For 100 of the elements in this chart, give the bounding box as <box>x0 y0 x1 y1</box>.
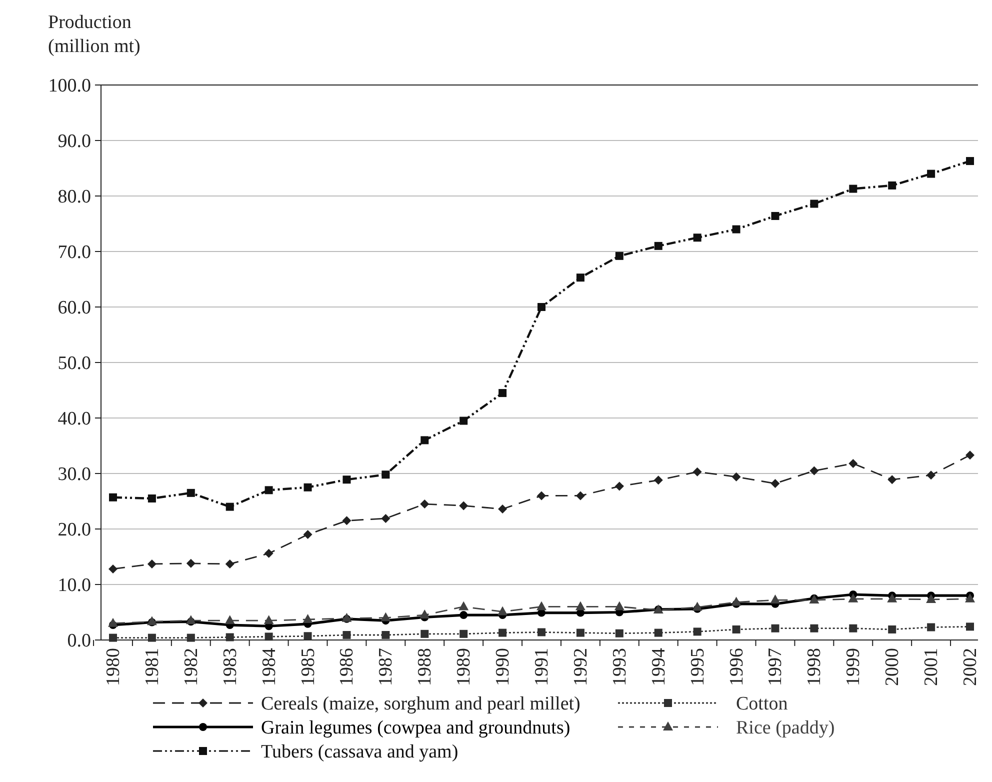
point <box>420 436 429 444</box>
point <box>458 601 469 610</box>
point <box>693 234 702 242</box>
point <box>732 625 740 634</box>
point <box>926 470 936 480</box>
point <box>108 564 118 574</box>
point <box>848 459 858 468</box>
y-axis-title: Production (million mt) <box>48 12 140 57</box>
point <box>966 450 974 460</box>
point <box>615 629 624 638</box>
point <box>148 494 156 502</box>
x-tick-label: 2000 <box>882 648 904 686</box>
text: Grain legumes (cowpea and groundnuts) <box>261 718 570 739</box>
point <box>109 634 117 642</box>
x-tick-label: 1983 <box>220 648 241 686</box>
point <box>654 628 662 637</box>
point <box>498 504 508 514</box>
y-tick-label: 90.0 <box>58 131 91 152</box>
text: Cereals (maize, sorghum and pearl millet) <box>261 694 580 715</box>
point <box>927 623 936 632</box>
y-tick-label: 10.0 <box>58 575 91 596</box>
point <box>848 593 858 602</box>
point <box>147 559 156 568</box>
point <box>264 548 274 558</box>
x-tick-label: 1981 <box>142 648 163 686</box>
x-tick-label: 1993 <box>609 648 630 686</box>
x-tick-label: 1985 <box>298 648 319 686</box>
y-tick-label: 50.0 <box>58 353 91 374</box>
point <box>887 593 898 602</box>
point <box>186 558 196 568</box>
y-tick-label: 100.0 <box>48 76 91 97</box>
x-tick-label: 1987 <box>376 648 397 686</box>
point <box>888 475 897 484</box>
x-tick-label: 1997 <box>765 648 786 686</box>
point <box>460 630 468 638</box>
text: Tubers (cassava and yam) <box>261 742 458 763</box>
point <box>926 594 936 603</box>
point <box>849 624 858 632</box>
point <box>342 516 352 526</box>
y-tick-label: 30.0 <box>58 464 91 486</box>
point <box>810 624 818 632</box>
text: Cotton <box>736 694 788 715</box>
point <box>380 612 391 622</box>
y-tick-label: 40.0 <box>58 408 91 430</box>
point <box>966 157 974 166</box>
point <box>381 514 390 523</box>
y-tick-label: 70.0 <box>58 242 91 264</box>
text: Rice (paddy) <box>736 718 835 739</box>
point <box>342 476 351 484</box>
x-tick-label: 1989 <box>454 648 475 686</box>
point <box>225 559 234 568</box>
y-tick-label: 60.0 <box>58 298 91 319</box>
point <box>302 614 313 623</box>
point <box>849 184 858 193</box>
point <box>303 530 312 540</box>
y-tick-label: 0.0 <box>67 630 91 652</box>
point <box>771 624 780 632</box>
point <box>654 476 663 485</box>
point <box>770 594 780 604</box>
x-tick-label: 2001 <box>921 648 942 686</box>
point <box>420 610 430 619</box>
point <box>615 252 624 260</box>
point <box>498 606 508 616</box>
x-tick-label: 1990 <box>492 648 514 686</box>
point <box>460 611 468 620</box>
point <box>614 601 624 610</box>
point <box>186 634 195 642</box>
point <box>731 596 742 606</box>
point <box>148 634 156 642</box>
point <box>576 628 584 637</box>
point <box>810 200 818 208</box>
point <box>342 631 351 640</box>
x-tick-label: 1984 <box>258 648 280 686</box>
point <box>459 501 468 510</box>
point <box>771 212 780 220</box>
point <box>732 472 741 482</box>
point <box>693 628 702 636</box>
point <box>498 628 507 637</box>
point <box>770 478 780 488</box>
point <box>692 602 702 611</box>
point <box>498 389 507 398</box>
y-tick-label: 20.0 <box>58 520 91 541</box>
point <box>732 225 740 234</box>
x-tick-label: 1998 <box>804 648 826 686</box>
x-tick-label: 1982 <box>180 648 202 686</box>
point <box>304 483 312 492</box>
point <box>538 628 546 636</box>
point <box>382 631 390 640</box>
point <box>888 625 896 634</box>
point <box>108 618 118 627</box>
y-tick-label: 80.0 <box>58 186 91 208</box>
point <box>420 630 429 638</box>
x-tick-label: 1995 <box>687 648 708 686</box>
x-tick-label: 1996 <box>726 648 748 686</box>
point <box>224 615 235 624</box>
point <box>927 170 936 178</box>
point <box>692 467 702 476</box>
point <box>264 632 273 641</box>
point <box>614 482 624 491</box>
point <box>538 303 546 311</box>
